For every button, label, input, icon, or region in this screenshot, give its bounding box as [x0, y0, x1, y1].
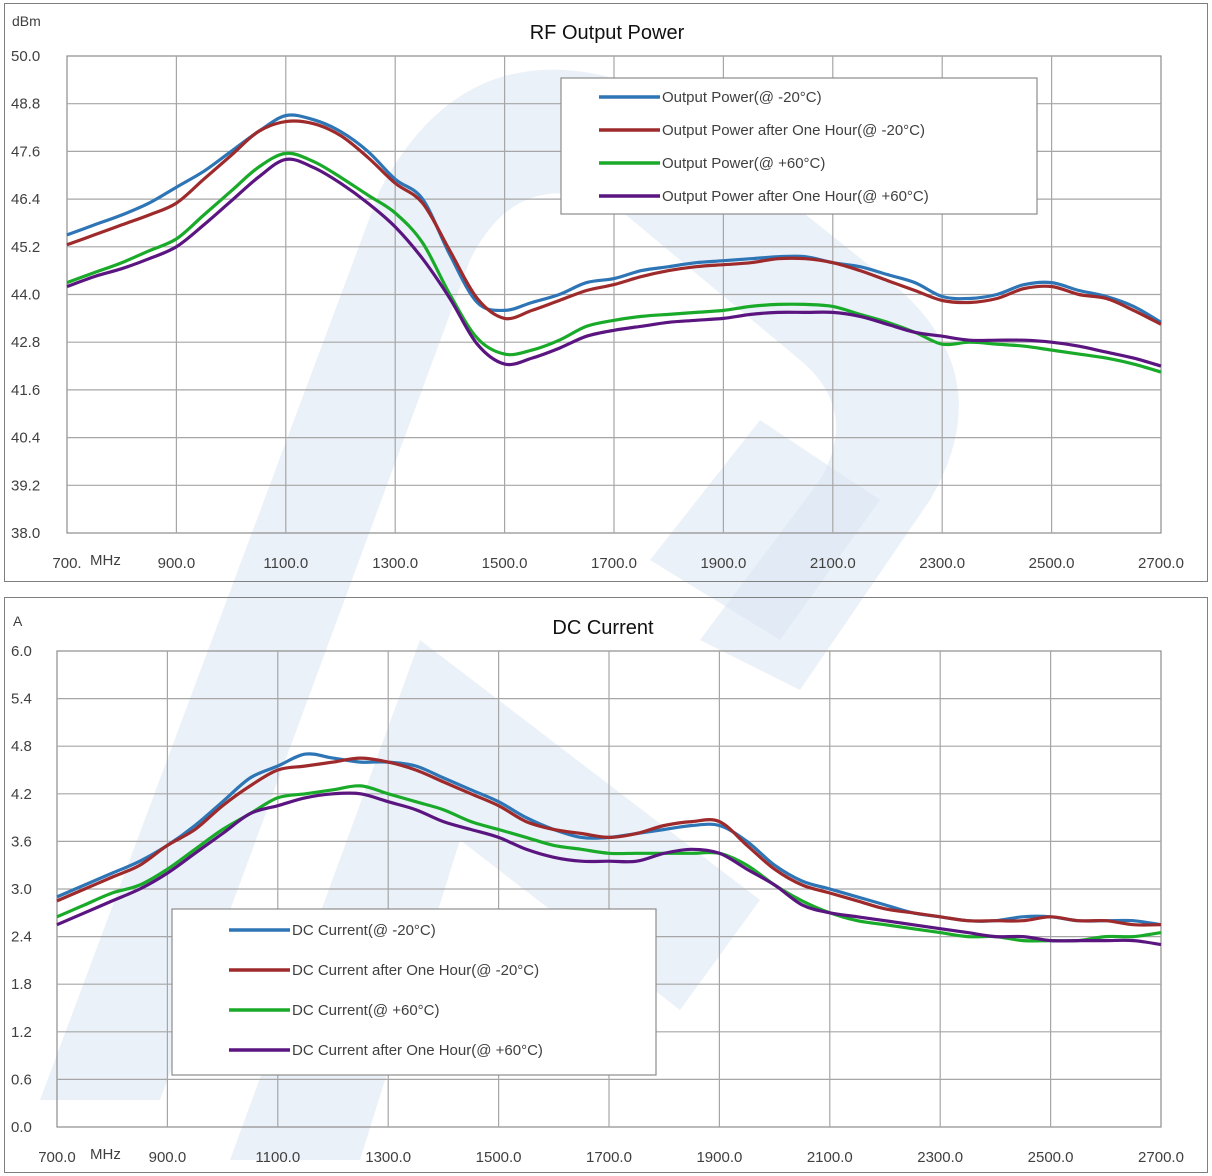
y-axis-unit: A: [13, 613, 23, 629]
x-tick-label: 1900.0: [700, 555, 746, 572]
x-tick-label: 2300.0: [919, 555, 965, 572]
y-tick-labels: 0.0 0.6 1.2 1.8 2.4 3.0 3.6 4.2 4.8 5.4 6.0: [11, 643, 32, 1136]
dc-current-chart: A DC Current 0.0 0.6 1.2 1.8 2.4 3.0 3.6 4.2 4.8…: [4, 597, 1208, 1173]
series-line: [66, 157, 1162, 368]
x-tick-label: 2300.0: [917, 1149, 963, 1166]
y-tick-label: 39.2: [11, 477, 40, 494]
legend-box: [560, 77, 1038, 215]
y-tick-label: 4.8: [11, 738, 32, 755]
x-tick-label: 2500.0: [1029, 555, 1075, 572]
x-tick-label: 2100.0: [807, 1149, 853, 1166]
x-tick-label: 900.0: [149, 1149, 187, 1166]
y-tick-label: 0.0: [11, 1119, 32, 1136]
legend-label: DC Current after One Hour(@ -20°C): [292, 962, 539, 979]
y-tick-label: 3.6: [11, 833, 32, 850]
series-line: [56, 791, 1162, 947]
y-tick-label: 1.8: [11, 976, 32, 993]
x-tick-label: 700.0: [38, 1149, 76, 1166]
series-line: [66, 119, 1162, 326]
x-tick-label: 2700.0: [1138, 1149, 1184, 1166]
x-tick-labels: 700.0 900.0 1100.0 1300.0 1500.0 1700.0 1900.0…: [38, 1149, 1184, 1166]
y-tick-label: 47.6: [11, 143, 40, 160]
series-line: [66, 151, 1162, 374]
series-line: [56, 756, 1162, 927]
legend-label: DC Current(@ +60°C): [292, 1002, 440, 1019]
x-tick-label: 1500.0: [482, 555, 528, 572]
y-tick-label: 6.0: [11, 643, 32, 660]
series-lines: [66, 113, 1162, 374]
x-axis-unit: MHz: [90, 1146, 121, 1163]
y-tick-label: 40.4: [11, 430, 40, 447]
x-tick-label: 1300.0: [365, 1149, 411, 1166]
legend-label: Output Power after One Hour(@ -20°C): [662, 122, 925, 139]
legend-label: DC Current after One Hour(@ +60°C): [292, 1042, 543, 1059]
y-tick-label: 46.4: [11, 191, 40, 208]
y-tick-label: 0.6: [11, 1071, 32, 1088]
y-tick-label: 44.0: [11, 287, 40, 304]
legend-label: Output Power(@ +60°C): [662, 155, 825, 172]
rf-output-power-chart: dBm RF Output Power 38.0 39.2 40.4 41.6 42.8…: [4, 3, 1208, 582]
x-tick-label: 1100.0: [263, 555, 308, 572]
legend-label: Output Power(@ -20°C): [662, 89, 822, 106]
y-tick-label: 42.8: [11, 334, 40, 351]
y-tick-label: 2.4: [11, 929, 32, 946]
y-tick-label: 1.2: [11, 1024, 32, 1041]
legend: Output Power(@ -20°C) Output Power after …: [560, 77, 1038, 215]
x-tick-label: 900.0: [158, 555, 196, 572]
x-tick-label: 700.: [52, 555, 81, 572]
legend-label: Output Power after One Hour(@ +60°C): [662, 188, 929, 205]
y-tick-label: 48.8: [11, 96, 40, 113]
chart-title: DC Current: [552, 617, 654, 639]
series-lines: [56, 752, 1162, 947]
legend: DC Current(@ -20°C) DC Current after One …: [171, 908, 657, 1076]
y-tick-label: 3.0: [11, 881, 32, 898]
x-tick-label: 1500.0: [476, 1149, 522, 1166]
y-tick-label: 45.2: [11, 239, 40, 256]
x-tick-label: 1700.0: [586, 1149, 632, 1166]
x-axis-unit: MHz: [90, 552, 121, 569]
y-tick-label: 5.4: [11, 691, 32, 708]
y-tick-label: 41.6: [11, 382, 40, 399]
x-tick-label: 1900.0: [696, 1149, 742, 1166]
x-tick-label: 1700.0: [591, 555, 637, 572]
y-tick-labels: 38.0 39.2 40.4 41.6 42.8 44.0 45.2 46.4 47.6 48.8…: [11, 48, 40, 542]
x-tick-label: 2700.0: [1138, 555, 1184, 572]
x-tick-labels: 700. 900.0 1100.0 1300.0 1500.0 1700.0 1900.0 2…: [52, 555, 1184, 572]
y-axis-unit: dBm: [12, 13, 41, 29]
legend-label: DC Current(@ -20°C): [292, 922, 436, 939]
x-tick-label: 2500.0: [1028, 1149, 1074, 1166]
y-tick-label: 4.2: [11, 786, 32, 803]
y-tick-label: 38.0: [11, 525, 40, 542]
legend-box: [171, 908, 657, 1076]
chart-title: RF Output Power: [530, 22, 685, 44]
x-tick-label: 2100.0: [810, 555, 856, 572]
x-tick-label: 1100.0: [255, 1149, 300, 1166]
y-tick-label: 50.0: [11, 48, 40, 65]
x-tick-label: 1300.0: [372, 555, 418, 572]
